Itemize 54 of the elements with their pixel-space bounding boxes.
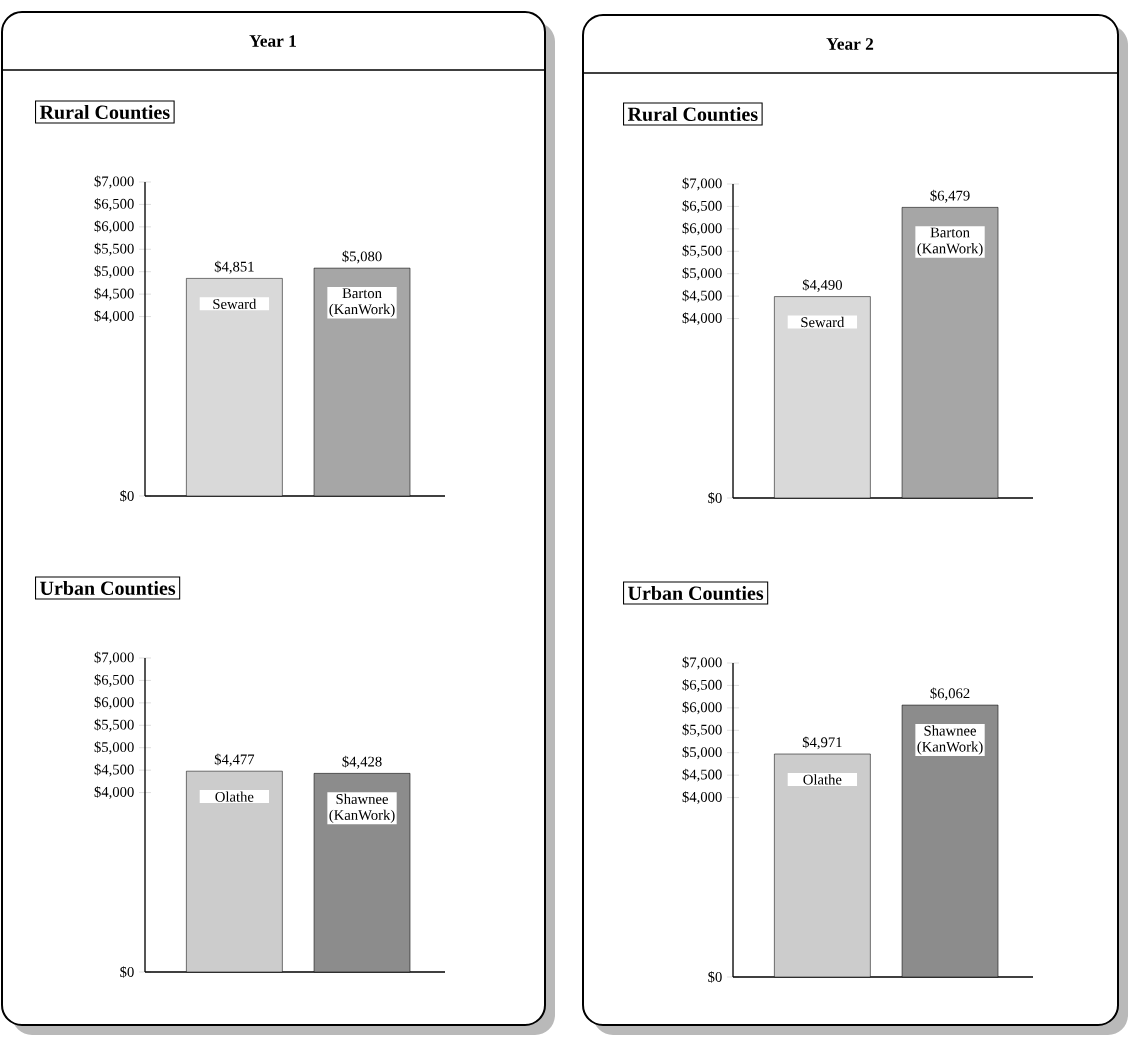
y-tick-label: $4,500 bbox=[682, 289, 722, 303]
y-tick-label: $7,000 bbox=[94, 651, 134, 665]
y-tick-label: $5,500 bbox=[682, 723, 722, 737]
x-tick-label: Shawnee (KanWork) bbox=[917, 725, 983, 755]
chart-subtitle: Rural Counties bbox=[627, 106, 758, 122]
y-tick-label: $5,500 bbox=[94, 718, 134, 732]
y-tick-label: $5,500 bbox=[94, 242, 134, 256]
y-tick-label: $6,000 bbox=[682, 701, 722, 715]
data-label: $6,062 bbox=[930, 687, 970, 701]
y-tick-label: $7,000 bbox=[94, 175, 134, 189]
y-tick-label: $5,500 bbox=[682, 244, 722, 258]
y-tick-label: $4,000 bbox=[682, 791, 722, 805]
data-label: $4,971 bbox=[802, 736, 842, 750]
y-tick-label: $0 bbox=[120, 490, 134, 502]
y-tick-label: $7,000 bbox=[682, 656, 722, 670]
y-tick-label: $0 bbox=[120, 966, 134, 978]
x-tick-label: Shawnee (KanWork) bbox=[329, 793, 395, 823]
x-tick-label: Seward bbox=[213, 298, 257, 309]
y-tick-label: $5,000 bbox=[682, 267, 722, 281]
y-tick-label: $7,000 bbox=[682, 177, 722, 191]
x-tick-label: Olathe bbox=[803, 774, 842, 785]
y-tick-label: $6,000 bbox=[94, 220, 134, 234]
data-label: $4,490 bbox=[802, 279, 842, 292]
y-tick-label: $4,000 bbox=[94, 786, 134, 800]
y-tick-label: $0 bbox=[708, 971, 722, 983]
y-tick-label: $4,000 bbox=[94, 310, 134, 324]
data-label: $4,477 bbox=[214, 753, 255, 767]
x-tick-label: Seward bbox=[801, 316, 845, 328]
y-tick-label: $6,000 bbox=[682, 222, 722, 236]
chart-title: Year 1 bbox=[249, 35, 296, 47]
y-tick-label: $5,000 bbox=[94, 741, 134, 755]
x-tick-label: Barton (KanWork) bbox=[329, 288, 395, 318]
y-tick-label: $6,500 bbox=[682, 678, 722, 692]
chart-title: Urban Counties bbox=[628, 585, 764, 601]
y-tick-label: $4,500 bbox=[682, 768, 722, 782]
data-label: $6,479 bbox=[930, 189, 970, 203]
x-tick-label: Barton (KanWork) bbox=[917, 227, 983, 257]
y-tick-label: $4,500 bbox=[94, 287, 134, 301]
chart-title: Year 2 bbox=[826, 38, 874, 50]
y-tick-label: $6,000 bbox=[94, 696, 134, 710]
y-tick-label: $4,000 bbox=[682, 312, 722, 326]
y-tick-label: $6,500 bbox=[682, 199, 722, 213]
y-tick-label: $5,000 bbox=[682, 746, 722, 760]
chart-title: Urban Counties bbox=[40, 580, 176, 596]
y-tick-label: $6,500 bbox=[94, 197, 134, 211]
y-tick-label: $6,500 bbox=[94, 673, 134, 687]
x-tick-label: Olathe bbox=[215, 791, 254, 802]
chart-subtitle: Rural Counties bbox=[39, 104, 170, 120]
y-tick-label: $5,000 bbox=[94, 265, 134, 279]
y-tick-label: $4,500 bbox=[94, 763, 134, 777]
data-label: $4,428 bbox=[342, 755, 382, 769]
data-label: $5,080 bbox=[342, 250, 382, 264]
y-tick-label: $0 bbox=[708, 492, 722, 504]
data-label: $4,851 bbox=[214, 260, 254, 274]
